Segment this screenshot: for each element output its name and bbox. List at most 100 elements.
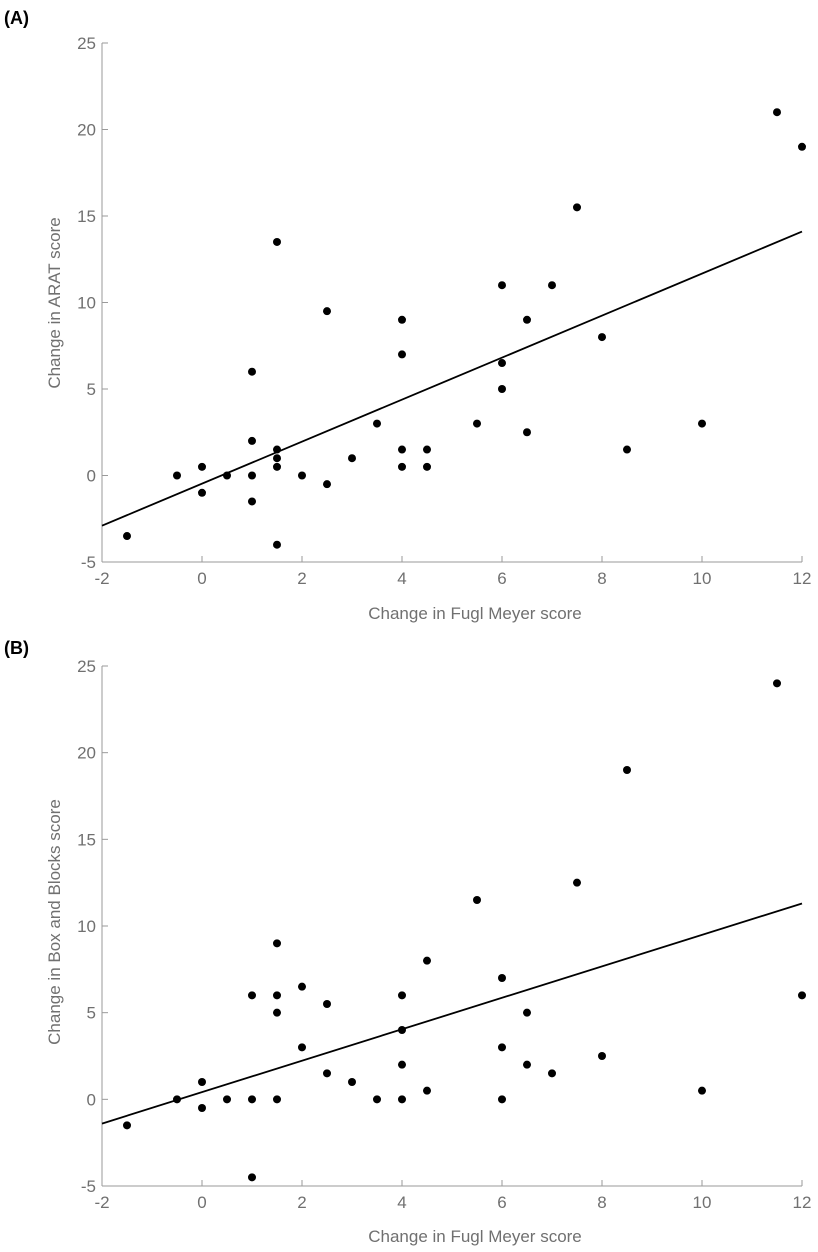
- panel-b-label: (B): [4, 638, 29, 658]
- panel-b-data-point: [198, 1104, 206, 1112]
- panel-a-data-point: [398, 315, 406, 324]
- panel-b-data-point: [373, 1095, 381, 1104]
- panel-b-data-point: [348, 1078, 356, 1086]
- panel-a-y-tick-label: 20: [77, 121, 96, 140]
- panel-a-data-point: [273, 237, 281, 246]
- panel-a-data-point: [523, 428, 531, 437]
- panel-a-data-point: [698, 419, 706, 428]
- panel-b-x-tick-label: 8: [597, 1193, 606, 1212]
- panel-a-data-point: [173, 471, 181, 480]
- panel-a-y-tick-label: 5: [87, 380, 96, 399]
- panel-b-data-point: [473, 896, 481, 904]
- panel-b-x-tick-label: 2: [297, 1193, 306, 1212]
- panel-a-regression-line: [101, 230, 803, 527]
- panel-b-data-point: [423, 956, 431, 965]
- panel-a-data-point: [498, 385, 506, 393]
- panel-a-data-point: [323, 307, 331, 316]
- panel-a-data-point: [273, 462, 281, 471]
- panel-b-data-point: [773, 679, 781, 688]
- panel-b-data-point: [398, 1060, 406, 1069]
- panel-b-data-point: [248, 991, 256, 1000]
- panel-b-data-point: [273, 991, 281, 1000]
- panel-b-x-tick-label: -2: [94, 1193, 109, 1212]
- panel-b-data-point: [623, 766, 631, 774]
- panel-a-x-tick-label: 6: [497, 569, 506, 588]
- panel-a-x-tick-label: 4: [397, 569, 406, 588]
- panel-b-data-point: [498, 1095, 506, 1104]
- panel-b-x-tick-label: 12: [793, 1193, 812, 1212]
- panel-b-x-tick-label: 0: [197, 1193, 206, 1212]
- panel-b-data-point: [398, 991, 406, 1000]
- panel-a-data-point: [323, 480, 331, 489]
- panel-b-data-point: [298, 1043, 306, 1052]
- panel-b-data-point: [423, 1086, 431, 1095]
- panel-b-data-point: [573, 878, 581, 887]
- panel-a-data-point: [798, 142, 806, 151]
- panel-a-x-tick-label: 0: [197, 569, 206, 588]
- panel-a-data-point: [398, 445, 406, 454]
- panel-a-data-point: [348, 454, 356, 463]
- panel-a-y-tick-label: 15: [77, 207, 96, 226]
- panel-a-data-point: [198, 488, 206, 497]
- panel-a-label: (A): [4, 8, 29, 28]
- panel-b-y-tick-label: 0: [87, 1090, 96, 1109]
- panel-b-y-tick-label: 10: [77, 917, 96, 936]
- panel-a-data-point: [598, 333, 606, 342]
- panel-b-data-point: [273, 939, 281, 948]
- panel-a-data-point: [623, 445, 631, 454]
- panel-a-x-tick-label: 12: [793, 569, 812, 588]
- panel-a-data-point: [273, 454, 281, 463]
- panel-a-data-point: [248, 367, 256, 376]
- panel-a-data-point: [248, 471, 256, 480]
- panel-a-data-point: [373, 419, 381, 428]
- panel-b-data-point: [248, 1095, 256, 1104]
- panel-b-data-point: [523, 1060, 531, 1069]
- panel-a-x-tick-label: 2: [297, 569, 306, 588]
- panel-a-data-point: [548, 281, 556, 290]
- panel-b-y-tick-label: 20: [77, 744, 96, 763]
- panel-b-data-point: [273, 1008, 281, 1017]
- panel-b-x-tick-label: 6: [497, 1193, 506, 1212]
- panel-a-data-point: [248, 436, 256, 445]
- panel-b-data-point: [173, 1095, 181, 1104]
- panel-a-data-point: [223, 471, 231, 480]
- panel-a-data-point: [498, 359, 506, 368]
- panel-b-data-point: [323, 1069, 331, 1078]
- panel-a-x-tick-label: -2: [94, 569, 109, 588]
- panel-b-y-tick-label: 5: [87, 1004, 96, 1023]
- panel-a-y-axis-title: Change in ARAT score: [45, 217, 64, 388]
- panel-a-data-point: [773, 108, 781, 117]
- panel-b-x-axis-title: Change in Fugl Meyer score: [368, 1227, 582, 1246]
- panel-a-data-point: [473, 419, 481, 428]
- panel-a-data-point: [573, 203, 581, 212]
- panel-b-regression-line: [101, 902, 803, 1125]
- panel-a-data-point: [273, 445, 281, 454]
- panel-a-data-point: [523, 315, 531, 324]
- panel-b-data-point: [223, 1095, 231, 1104]
- panel-b-data-point: [798, 991, 806, 1000]
- panel-a-data-point: [198, 462, 206, 471]
- panel-a-y-tick-label: 10: [77, 294, 96, 313]
- panel-b-x-tick-label: 4: [397, 1193, 406, 1212]
- panel-b-y-axis-title: Change in Box and Blocks score: [45, 799, 64, 1045]
- panel-a-x-tick-label: 10: [693, 569, 712, 588]
- panel-a-y-tick-label: 0: [87, 467, 96, 486]
- panel-b-y-tick-label: 25: [77, 657, 96, 676]
- panel-b-data-point: [323, 1000, 331, 1008]
- panel-a-data-point: [398, 462, 406, 471]
- panel-a-data-point: [248, 497, 256, 506]
- panel-b-data-point: [198, 1078, 206, 1086]
- panel-a-data-point: [398, 350, 406, 359]
- panel-b-data-point: [298, 982, 306, 991]
- panel-a-data-point: [123, 532, 131, 541]
- panel-b-data-point: [498, 1043, 506, 1052]
- panel-b-data-point: [248, 1173, 256, 1182]
- panel-b-data-point: [698, 1086, 706, 1095]
- panel-b-data-point: [398, 1026, 406, 1034]
- panel-b-data-point: [398, 1095, 406, 1104]
- panel-b-data-point: [598, 1052, 606, 1060]
- panel-a-scatter-chart: (A) Change in Fugl Meyer score Change in…: [4, 8, 811, 623]
- panel-b-y-tick-label: 15: [77, 830, 96, 849]
- panel-b-x-tick-label: 10: [693, 1193, 712, 1212]
- panel-a-data-point: [498, 281, 506, 290]
